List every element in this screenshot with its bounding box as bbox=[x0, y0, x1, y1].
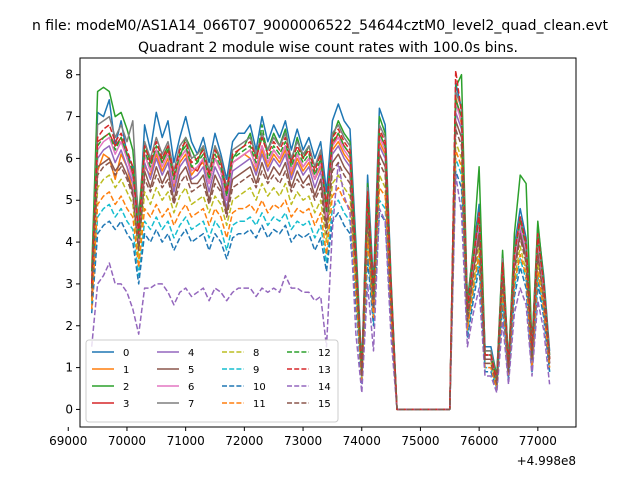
legend-label-6: 6 bbox=[188, 382, 194, 393]
x-offset-text: +4.998e8 bbox=[517, 454, 576, 468]
series-line-15 bbox=[90, 128, 551, 411]
legend-label-2: 2 bbox=[123, 382, 129, 393]
y-tick-label: 0 bbox=[65, 402, 73, 416]
chart-title: Quadrant 2 module wise count rates with … bbox=[138, 40, 518, 56]
y-tick-label: 6 bbox=[65, 151, 73, 165]
legend-label-13: 13 bbox=[318, 365, 331, 376]
x-tick-label: 72000 bbox=[225, 434, 263, 448]
x-tick-label: 70000 bbox=[108, 434, 146, 448]
y-tick-label: 8 bbox=[65, 68, 73, 82]
series-line-14 bbox=[90, 161, 551, 411]
legend-label-8: 8 bbox=[253, 348, 259, 359]
y-axis: 0 1 2 3 4 5 6 7 8 bbox=[65, 68, 80, 416]
x-tick-label: 75000 bbox=[401, 434, 439, 448]
legend-label-14: 14 bbox=[318, 382, 331, 393]
y-tick-label: 2 bbox=[65, 319, 73, 333]
series-line-11 bbox=[90, 149, 551, 411]
legend-label-15: 15 bbox=[318, 399, 331, 410]
legend-label-5: 5 bbox=[188, 365, 194, 376]
legend-label-11: 11 bbox=[253, 399, 266, 410]
legend-label-10: 10 bbox=[253, 382, 266, 393]
x-tick-label: 69000 bbox=[49, 434, 87, 448]
legend-label-1: 1 bbox=[123, 365, 129, 376]
series-line-5 bbox=[90, 120, 551, 411]
legend-box bbox=[85, 339, 339, 423]
legend-label-3: 3 bbox=[123, 399, 129, 410]
legend-label-9: 9 bbox=[253, 365, 259, 376]
y-tick-label: 3 bbox=[65, 277, 73, 291]
series-line-10 bbox=[90, 170, 551, 411]
legend-label-12: 12 bbox=[318, 348, 331, 359]
legend-label-0: 0 bbox=[123, 348, 129, 359]
legend-label-7: 7 bbox=[188, 399, 194, 410]
y-tick-label: 7 bbox=[65, 110, 73, 124]
x-tick-label: 76000 bbox=[460, 434, 498, 448]
legend-label-4: 4 bbox=[188, 348, 194, 359]
y-tick-label: 4 bbox=[65, 235, 73, 249]
x-tick-label: 71000 bbox=[167, 434, 205, 448]
plot-area bbox=[90, 69, 551, 411]
x-tick-label: 77000 bbox=[519, 434, 557, 448]
x-tick-label: 74000 bbox=[343, 434, 381, 448]
x-axis: 69000 70000 71000 72000 73000 74000 75000 76000… bbox=[49, 427, 557, 448]
y-tick-label: 1 bbox=[65, 361, 73, 375]
y-tick-label: 5 bbox=[65, 193, 73, 207]
series-line-13 bbox=[90, 69, 551, 411]
figure-suptitle: n file: modeM0/AS1A14_066T07_9000006522_… bbox=[32, 18, 609, 34]
x-tick-label: 73000 bbox=[284, 434, 322, 448]
